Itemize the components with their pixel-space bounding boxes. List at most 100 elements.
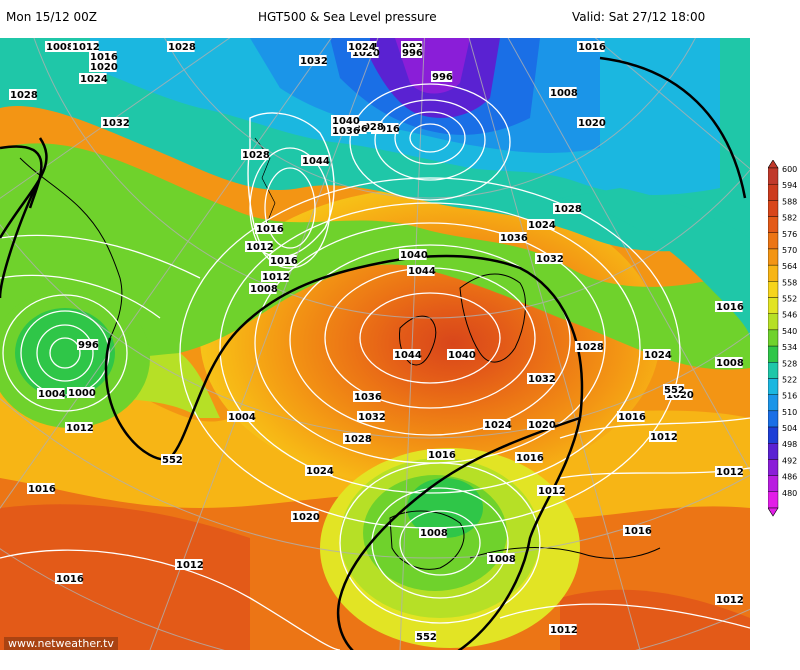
chart-title: HGT500 & Sea Level pressure: [258, 10, 437, 24]
isobar-label-bg: [649, 431, 677, 442]
greenland-outline: [247, 112, 335, 258]
isobar-label: 1012: [716, 467, 744, 478]
isobar-label: 1024: [644, 350, 672, 361]
isobar-label-bg: [715, 466, 743, 477]
isobar-label-bg: [419, 527, 447, 538]
isobar-label: 1024: [348, 42, 376, 53]
isobar-label: 1040: [400, 250, 428, 261]
isobar-label-bg: [535, 253, 563, 264]
valid-time-label: Valid: Sat 27/12 18:00: [572, 10, 706, 24]
isobar-labels: 1008101210161020102410281028103210241020…: [9, 41, 744, 636]
isobar-label-bg: [355, 121, 383, 132]
isobar-label: 1000: [68, 388, 96, 399]
colorbar-label: 558: [782, 278, 797, 287]
isobar-label: 1008: [46, 42, 74, 53]
isobar-label: 1016: [256, 224, 284, 235]
isobar-label: 1016: [578, 42, 606, 53]
isobar-label: 1036: [332, 126, 360, 137]
colorbar-swatch: [767, 459, 779, 476]
isobar-label: 1008: [488, 554, 516, 565]
isobar-label-bg: [305, 465, 333, 476]
isobar-label: 1012: [66, 423, 94, 434]
isobar-label-bg: [527, 219, 555, 230]
colorbar-swatch: [767, 394, 779, 412]
isobar-label-bg: [575, 341, 603, 352]
isobar-label-bg: [227, 411, 255, 422]
isobar-label-bg: [549, 624, 577, 635]
isobar-label-bg: [331, 125, 359, 136]
northern-green-band: [0, 143, 750, 370]
isobar-label-bg: [261, 271, 289, 282]
isobar-label: 1020: [666, 390, 694, 401]
isobar-label-bg: [483, 419, 511, 430]
colorbar-label: 552: [782, 295, 797, 304]
isobar-label: 1012: [72, 42, 100, 53]
isobar-label: 1016: [28, 484, 56, 495]
isobar-label-bg: [357, 411, 385, 422]
colorbar-swatch: [767, 345, 779, 363]
height-contour-label-bg: [161, 454, 183, 465]
isobar-label-bg: [431, 71, 453, 82]
colorbar-swatch: [767, 426, 779, 444]
isobar-label-bg: [549, 87, 577, 98]
colorbar-swatch: [767, 248, 779, 266]
colorbar-label: 516: [782, 392, 797, 401]
isobar-label: 1012: [262, 272, 290, 283]
isobar-label-bg: [255, 223, 283, 234]
colorbar-label: 522: [782, 375, 797, 384]
weather-map[interactable]: 1008101210161020102410281028103210241020…: [0, 38, 750, 650]
isobar-label-bg: [101, 117, 129, 128]
isobar-label-bg: [393, 349, 421, 360]
colorbar-swatch: [767, 410, 779, 428]
southwest-warm-zone: [0, 504, 250, 650]
chart-header: Mon 15/12 00Z HGT500 & Sea Level pressur…: [0, 0, 800, 38]
isobar-label-bg: [299, 55, 327, 66]
colorbar-label: 576: [782, 230, 797, 239]
source-credit[interactable]: www.netweather.tv: [4, 637, 118, 650]
isobar-label: 1020: [90, 62, 118, 73]
isobar-label: 1012: [550, 625, 578, 636]
isobar-label-bg: [79, 73, 107, 84]
isobar-label: 1016: [624, 526, 652, 537]
isobar-label: 1024: [528, 220, 556, 231]
mediterranean-coastline: [469, 547, 661, 559]
isobar-label-bg: [167, 41, 195, 52]
isobar-label: 1008: [550, 88, 578, 99]
isobar-label: 1024: [484, 420, 512, 431]
isobar-label-bg: [351, 47, 379, 58]
isobar-label-bg: [527, 373, 555, 384]
colorbar-svg: 600 594 588 582 576 570 564 558 552 546 540 534 528 5…: [767, 159, 797, 517]
colorbar-label: 510: [782, 408, 797, 417]
isobar-label-bg: [343, 433, 371, 444]
isobar-label-bg: [577, 117, 605, 128]
isobar-label-bg: [37, 388, 65, 399]
colorbar-swatch: [767, 200, 779, 217]
height-contour-label: 552: [416, 632, 437, 643]
colorbar-swatch: [767, 443, 779, 460]
isobar-label-bg: [399, 249, 427, 260]
isobar-label-bg: [499, 232, 527, 243]
colorbar-label: 564: [782, 262, 797, 271]
colorbar-label: 546: [782, 311, 797, 320]
isobar-label-bg: [537, 485, 565, 496]
isobar-label-bg: [617, 411, 645, 422]
isobar-label-bg: [175, 559, 203, 570]
isobar-label: 1028: [576, 342, 604, 353]
isobar-label: 1004: [228, 412, 256, 423]
isobar-label-bg: [77, 339, 99, 350]
isobar-label-bg: [577, 41, 605, 52]
colorbar-label: 480: [782, 489, 797, 498]
isobar-label: 1016: [372, 124, 400, 135]
isobar-label: 1024: [306, 466, 334, 477]
isobar-label: 1016: [618, 412, 646, 423]
isobar-label: 1012: [538, 486, 566, 497]
colorbar-swatch: [767, 313, 779, 331]
isobar-label-bg: [67, 387, 95, 398]
colorbar-swatch: [767, 297, 779, 314]
isobar-label: 1008: [716, 358, 744, 369]
isobar-label: 1012: [176, 560, 204, 571]
colorbar-swatch: [767, 475, 779, 493]
colorbar-label: 504: [782, 424, 797, 433]
isobar-label: 1040: [332, 116, 360, 127]
isobar-label: 1008: [420, 528, 448, 539]
